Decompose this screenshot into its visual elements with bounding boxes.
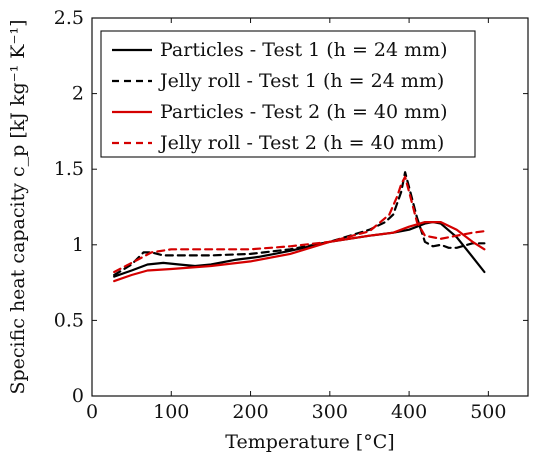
legend-label-3: Particles - Test 2 (h = 40 mm) [160, 101, 448, 123]
legend-box [100, 30, 476, 158]
series-line-3 [113, 221, 486, 283]
legend-label-2: Jelly roll - Test 1 (h = 24 mm) [158, 70, 444, 92]
x-tick-label: 0 [86, 401, 98, 423]
x-tick-label: 200 [232, 401, 268, 423]
series-line-4 [113, 175, 486, 274]
x-tick-label: 100 [153, 401, 189, 423]
y-tick-label: 1.5 [54, 158, 84, 180]
y-tick-label: 0.5 [54, 309, 84, 331]
series-layer [113, 171, 486, 283]
y-tick-label: 1 [72, 234, 84, 256]
x-tick-label: 500 [470, 401, 506, 423]
legend: Particles - Test 1 (h = 24 mm) Jelly roll… [100, 30, 476, 158]
x-tick-label: 400 [391, 401, 427, 423]
x-tick-label: 300 [312, 401, 348, 423]
y-tick-label: 2.5 [54, 7, 84, 29]
plot-frame [91, 17, 529, 397]
ticks-layer: 0 100 200 300 400 500 0 0.5 1 1.5 2 2.5 [54, 7, 528, 423]
legend-label-1: Particles - Test 1 (h = 24 mm) [160, 39, 448, 61]
series-line-2 [113, 171, 486, 277]
legend-label-4: Jelly roll - Test 2 (h = 40 mm) [158, 132, 444, 154]
x-axis-label: Temperature [°C] [225, 431, 394, 453]
y-tick-label: 2 [72, 83, 84, 105]
y-axis-label: Specific heat capacity c_p [kJ kg⁻¹ K⁻¹] [7, 19, 29, 394]
y-tick-label: 0 [72, 385, 84, 407]
